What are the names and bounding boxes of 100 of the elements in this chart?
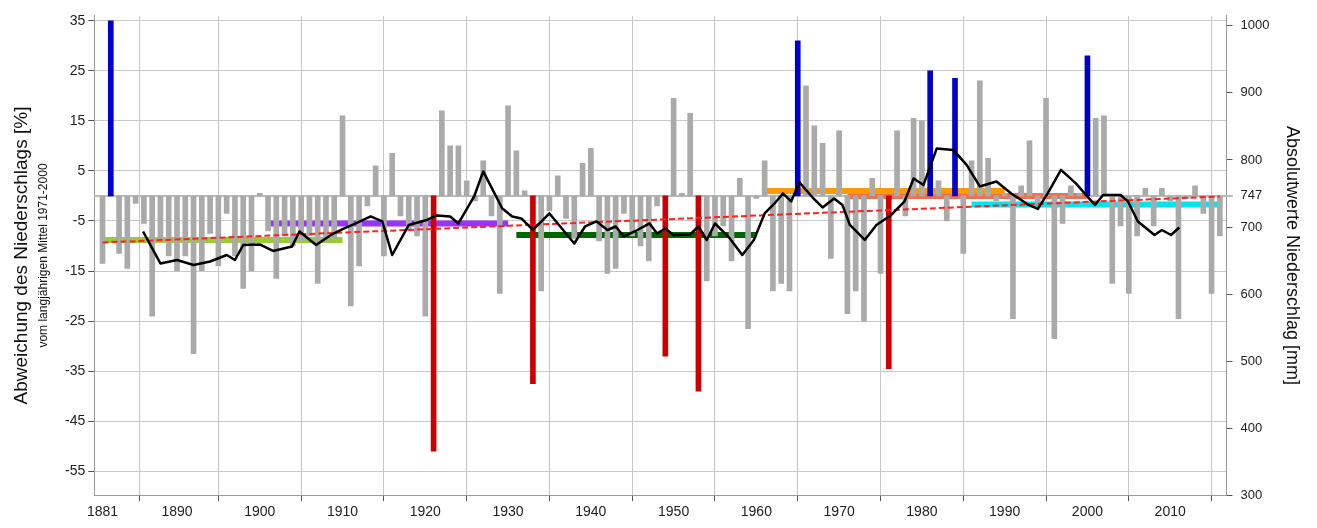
bar xyxy=(165,195,172,257)
bar xyxy=(794,40,801,197)
bar xyxy=(256,193,263,197)
y2-tick-label: 700 xyxy=(1240,218,1263,234)
bar xyxy=(463,180,470,197)
bar xyxy=(1010,195,1016,319)
bar xyxy=(207,195,213,234)
bar xyxy=(356,195,362,267)
bar xyxy=(588,148,594,197)
y-tick-label: 25 xyxy=(69,61,86,78)
bar xyxy=(621,195,627,214)
x-tick-label: 2010 xyxy=(1154,503,1186,520)
bar xyxy=(894,130,900,197)
bar xyxy=(836,130,842,197)
y2-tick-label: 600 xyxy=(1240,285,1263,301)
bar xyxy=(770,195,776,292)
bar xyxy=(563,195,569,219)
y-tick-label: -45 xyxy=(65,412,86,428)
bar xyxy=(323,195,329,242)
y-tick-label: -35 xyxy=(65,361,86,378)
bar xyxy=(505,105,511,197)
y2-tick-label: 400 xyxy=(1240,419,1263,435)
bar xyxy=(927,70,934,197)
y-tick-label: -25 xyxy=(65,311,86,328)
bar xyxy=(654,195,660,207)
bar xyxy=(240,195,247,289)
bar xyxy=(1051,195,1058,339)
bar xyxy=(107,20,114,197)
bar xyxy=(1109,195,1116,284)
bar xyxy=(199,195,205,272)
x-tick-label: 1920 xyxy=(409,503,442,520)
bar xyxy=(943,195,950,222)
x-tick-label: 1960 xyxy=(740,503,773,520)
bar xyxy=(141,195,147,224)
bar xyxy=(1125,195,1132,294)
y2-tick-label: 800 xyxy=(1240,151,1263,167)
x-tick-label: 2000 xyxy=(1071,503,1104,520)
bar xyxy=(538,195,544,292)
bar xyxy=(645,195,652,262)
bar xyxy=(174,195,180,272)
y2-tick-label: 500 xyxy=(1240,352,1263,368)
y-axis-title: Abweichung des Niederschlags [%] xyxy=(10,106,32,405)
y-tick-label: -5 xyxy=(72,211,86,228)
bar xyxy=(232,195,238,257)
bar xyxy=(952,78,958,197)
bar xyxy=(885,195,892,369)
bar xyxy=(571,195,578,239)
bar xyxy=(1101,115,1107,197)
y-tick-label: 35 xyxy=(69,11,86,28)
bar xyxy=(869,178,876,197)
text: vom langjährigen Mittel 1971-2000 xyxy=(36,163,51,348)
bar xyxy=(554,175,561,197)
bar xyxy=(960,195,967,254)
y-tick-label: -55 xyxy=(65,462,86,479)
bar xyxy=(1192,185,1198,197)
bar xyxy=(662,195,669,357)
x-tick-label: 1930 xyxy=(492,503,524,520)
x-tick-label: 1950 xyxy=(658,503,690,520)
y2-tick-label: 300 xyxy=(1240,486,1263,502)
y2-tick-label: 747 xyxy=(1240,187,1263,203)
x-tick-label: 1990 xyxy=(989,503,1021,520)
bar xyxy=(985,158,991,197)
x-tick-label: 1910 xyxy=(326,503,359,520)
y2-tick-label: 1000 xyxy=(1240,17,1270,33)
bar xyxy=(273,195,280,279)
bar xyxy=(447,145,453,197)
y2-tick-label: 900 xyxy=(1240,84,1263,100)
bar xyxy=(1034,195,1041,204)
bar xyxy=(977,80,983,197)
bar xyxy=(1076,193,1082,197)
bar xyxy=(439,110,445,197)
bar xyxy=(720,195,727,227)
bar xyxy=(182,195,189,257)
bar xyxy=(389,153,396,197)
bar xyxy=(331,195,338,239)
x-tick-label: 1940 xyxy=(575,503,607,520)
bar xyxy=(422,195,429,317)
bar xyxy=(736,178,743,197)
bar xyxy=(861,195,867,322)
y-tick-label: 15 xyxy=(69,111,86,128)
bar xyxy=(414,195,420,237)
bar xyxy=(703,195,710,282)
bar xyxy=(852,195,859,292)
bar xyxy=(1217,195,1223,237)
bar xyxy=(530,195,536,384)
bar xyxy=(1018,185,1025,197)
bar xyxy=(828,195,834,259)
bar xyxy=(1092,118,1099,197)
x-tick-label: 1980 xyxy=(906,503,938,520)
bar xyxy=(265,195,271,232)
bar xyxy=(803,85,809,197)
bar xyxy=(298,195,304,242)
bar xyxy=(687,113,693,197)
x-tick-label: 1900 xyxy=(244,503,276,520)
x-tick-label: 1881 xyxy=(86,503,119,520)
bar xyxy=(314,195,321,284)
x-tick-label: 1890 xyxy=(161,503,193,520)
bar xyxy=(629,195,636,237)
bar xyxy=(596,195,602,242)
bar xyxy=(1159,188,1165,197)
